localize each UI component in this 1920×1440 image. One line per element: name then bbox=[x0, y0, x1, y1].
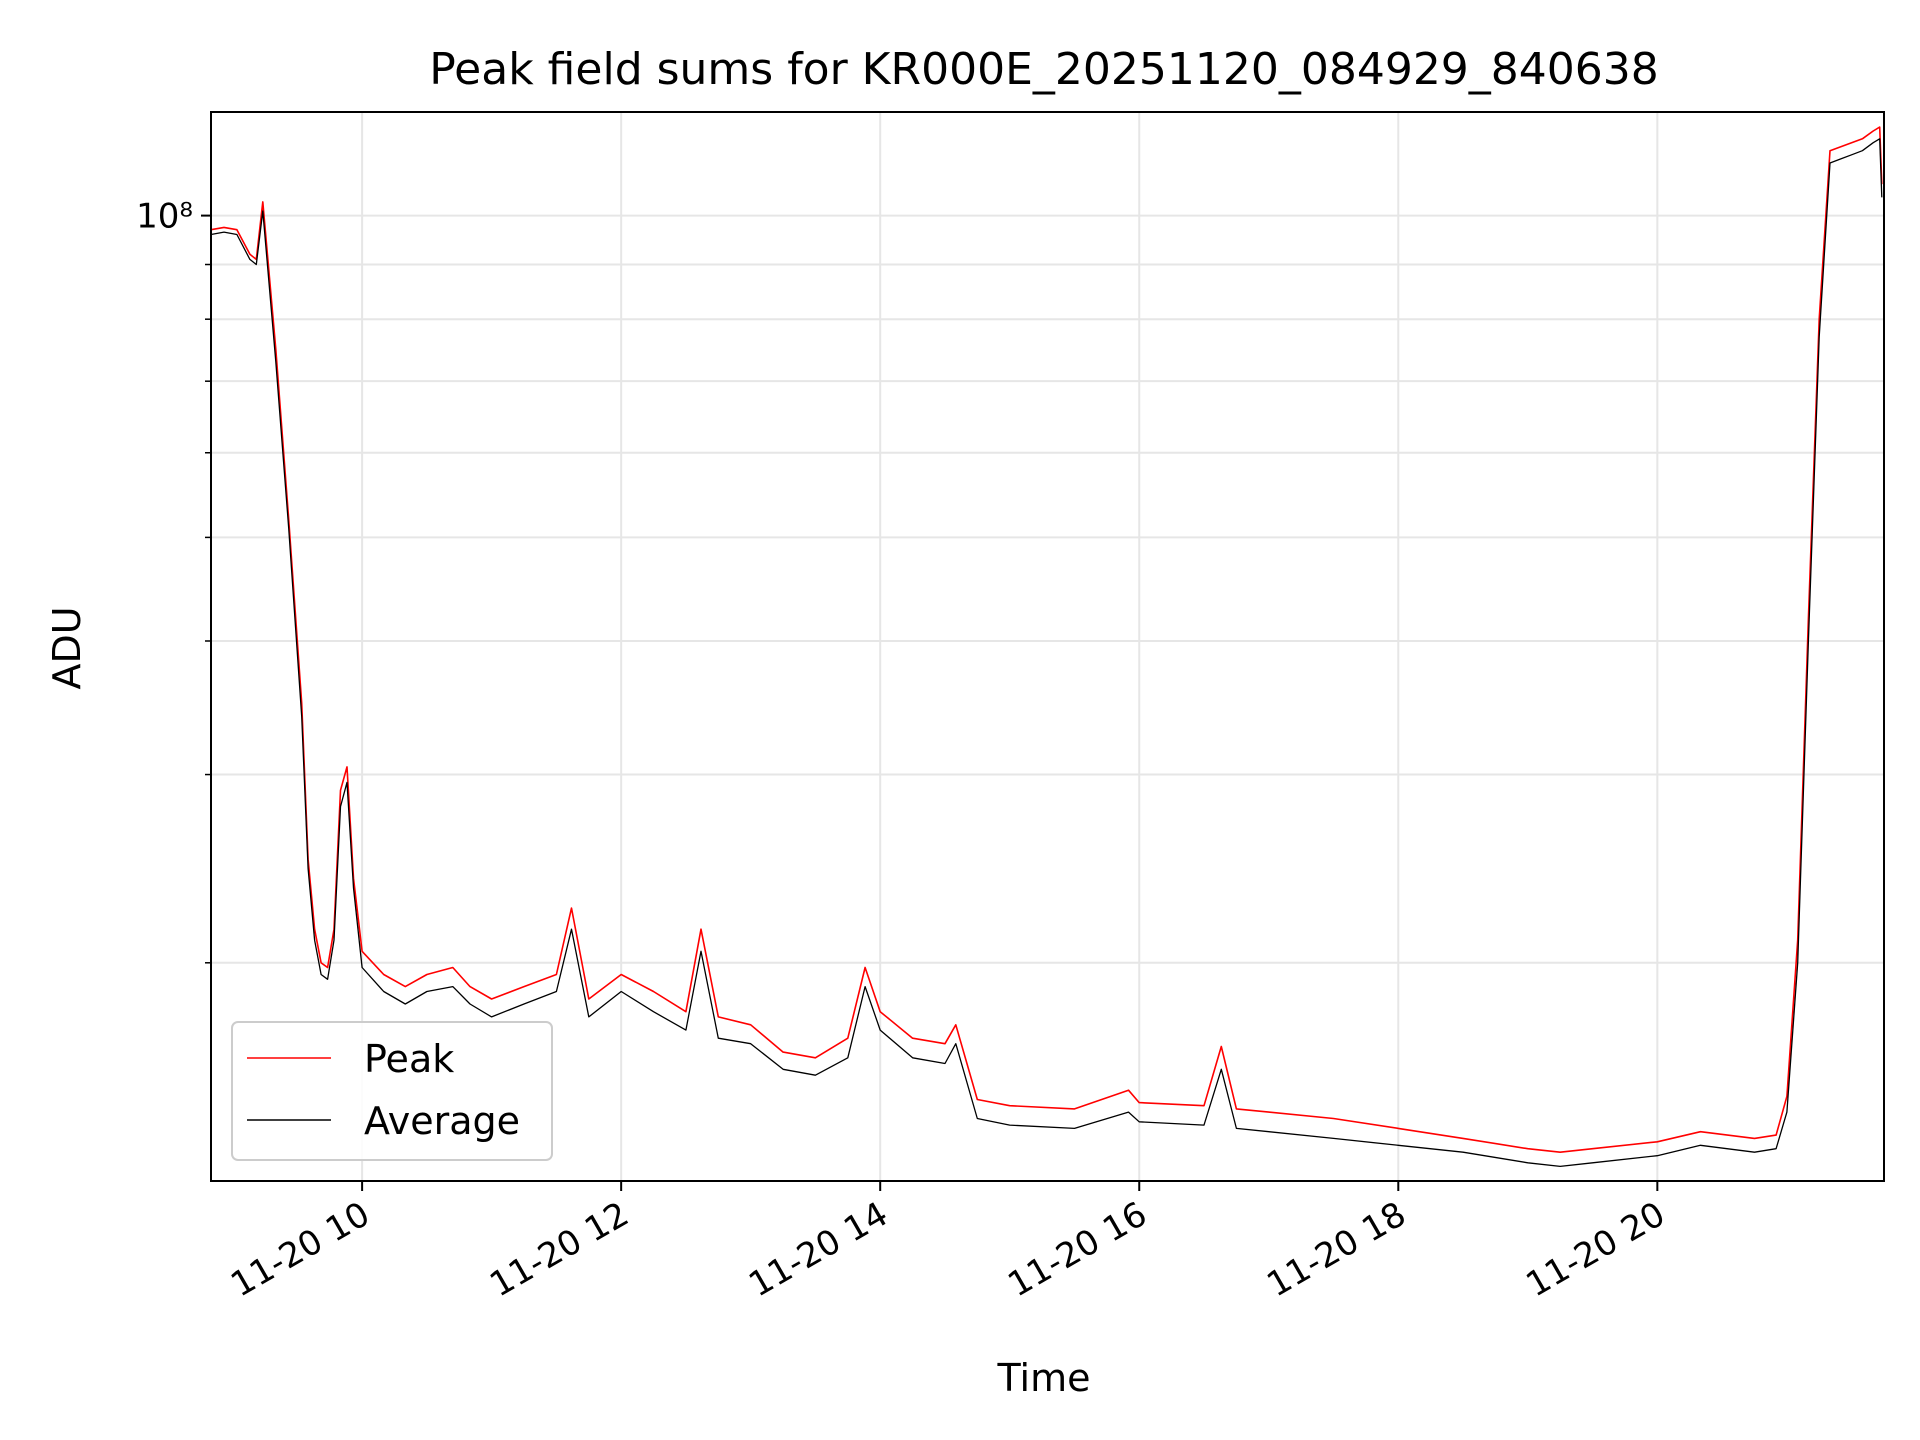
legend-box bbox=[231, 1021, 553, 1161]
y-axis-label: ADU bbox=[45, 606, 89, 689]
y-tick-label: 10⁸ bbox=[136, 197, 193, 237]
legend: Peak Average bbox=[231, 1021, 553, 1161]
legend-label-peak: Peak bbox=[364, 1037, 454, 1081]
chart-title: Peak field sums for KR000E_20251120_0849… bbox=[429, 44, 1659, 95]
legend-label-average: Average bbox=[364, 1099, 520, 1143]
series-line-peak bbox=[210, 126, 1883, 1153]
y-axis-ticks: 10⁸ bbox=[136, 197, 211, 964]
plot-frame bbox=[210, 111, 1885, 1182]
x-axis-label: Time bbox=[997, 1356, 1091, 1400]
grid bbox=[211, 112, 1884, 1181]
series-line-average bbox=[210, 138, 1883, 1168]
series-layer bbox=[210, 126, 1883, 1168]
